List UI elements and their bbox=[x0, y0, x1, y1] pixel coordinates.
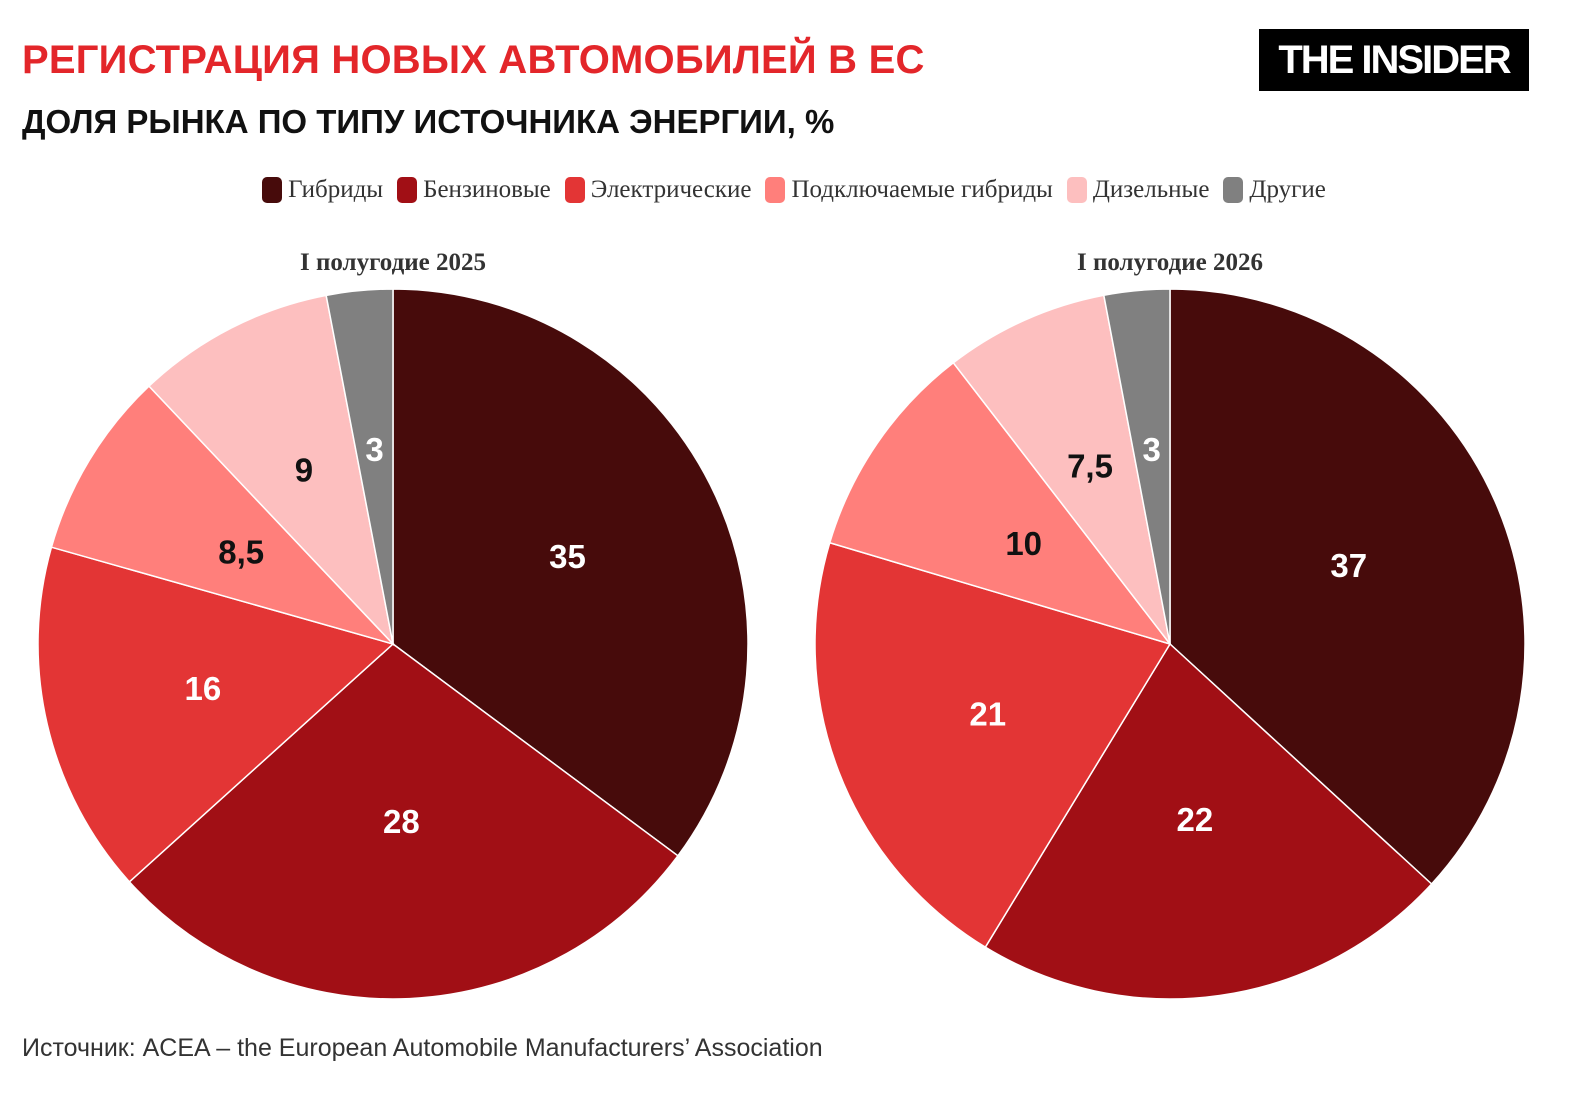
pie-slice-label: 35 bbox=[549, 538, 586, 575]
legend-item: Бензиновые bbox=[397, 176, 551, 204]
pie-slice bbox=[37, 546, 395, 883]
pie-slice-label: 10 bbox=[1005, 525, 1042, 562]
pie-slice-label: 8,5 bbox=[218, 534, 264, 571]
pie-slice-label: 3 bbox=[1143, 431, 1161, 468]
pie-slice bbox=[952, 294, 1171, 645]
pie-slice-label: 3 bbox=[365, 431, 383, 468]
pie-slice-label: 7,5 bbox=[1067, 447, 1113, 484]
pie-slice bbox=[147, 294, 395, 647]
legend-label: Другие bbox=[1249, 176, 1326, 203]
legend-label: Бензиновые bbox=[423, 176, 551, 203]
pie-slice-label: 16 bbox=[184, 670, 221, 707]
source-note: Источник: ACEA – the European Automobile… bbox=[22, 1034, 823, 1062]
legend-item: Подключаемые гибриды bbox=[765, 176, 1053, 204]
pie-slice-label: 28 bbox=[383, 803, 420, 840]
pie-slice bbox=[128, 643, 679, 1000]
legend-swatch bbox=[397, 177, 418, 203]
chart-subtitle: ДОЛЯ РЫНКА ПО ТИПУ ИСТОЧНИКА ЭНЕРГИИ, % bbox=[22, 103, 835, 140]
pie-chart: I полугодие 2026 37 22 21 10 7,5 3 bbox=[814, 249, 1526, 1000]
pie-slice-label: 37 bbox=[1330, 547, 1367, 584]
legend-label: Электрические bbox=[590, 176, 752, 203]
legend-item: Другие bbox=[1223, 176, 1326, 204]
pie-slice-label: 21 bbox=[969, 696, 1006, 733]
legend-swatch bbox=[564, 177, 585, 203]
legend-swatch bbox=[262, 177, 283, 203]
chart-title: РЕГИСТРАЦИЯ НОВЫХ АВТОМОБИЛЕЙ В ЕС bbox=[22, 38, 925, 82]
pie-title: I полугодие 2025 bbox=[300, 249, 486, 276]
legend-item: Гибриды bbox=[262, 176, 383, 204]
pie-slice bbox=[1102, 288, 1171, 645]
legend-swatch bbox=[1066, 177, 1087, 203]
legend-label: Подключаемые гибриды bbox=[791, 176, 1053, 203]
pie-slice bbox=[814, 541, 1172, 949]
pie-slice bbox=[325, 288, 394, 645]
publisher-logo: THE INSIDER bbox=[1259, 29, 1529, 91]
legend-label: Гибриды bbox=[288, 176, 384, 203]
legend-item: Дизельные bbox=[1066, 176, 1210, 204]
legend-swatch bbox=[765, 177, 786, 203]
legend-label: Дизельные bbox=[1092, 176, 1210, 203]
pie-slice-label: 22 bbox=[1177, 801, 1214, 838]
pie-slice bbox=[1169, 288, 1526, 886]
pie-chart: I полугодие 2025 35 28 16 8,5 9 3 bbox=[37, 249, 749, 1000]
pie-slice bbox=[828, 361, 1173, 646]
pie-slice bbox=[984, 642, 1433, 1000]
legend-item: Электрические bbox=[564, 176, 752, 204]
legend-swatch bbox=[1223, 177, 1244, 203]
pie-slice bbox=[392, 288, 749, 857]
pie-slice bbox=[50, 385, 396, 646]
pie-title: I полугодие 2026 bbox=[1077, 249, 1263, 276]
pie-slice-label: 9 bbox=[295, 452, 313, 489]
legend: Гибриды Бензиновые Электрические Подключаем… bbox=[0, 176, 1588, 204]
